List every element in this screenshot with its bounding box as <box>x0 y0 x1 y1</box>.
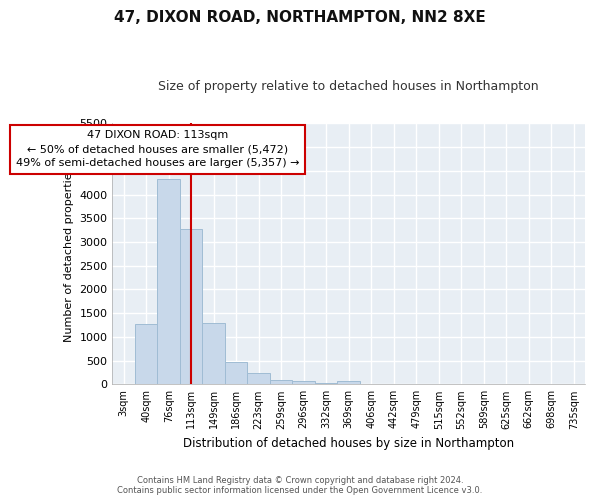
Bar <box>225 362 247 384</box>
Bar <box>247 374 270 384</box>
Bar <box>157 179 180 384</box>
Title: Size of property relative to detached houses in Northampton: Size of property relative to detached ho… <box>158 80 539 93</box>
Bar <box>135 324 157 384</box>
Bar <box>180 229 202 384</box>
Text: 47, DIXON ROAD, NORTHAMPTON, NN2 8XE: 47, DIXON ROAD, NORTHAMPTON, NN2 8XE <box>114 10 486 25</box>
Text: 47 DIXON ROAD: 113sqm
← 50% of detached houses are smaller (5,472)
49% of semi-d: 47 DIXON ROAD: 113sqm ← 50% of detached … <box>16 130 299 168</box>
Bar <box>270 380 292 384</box>
Bar <box>315 383 337 384</box>
Bar <box>202 323 225 384</box>
X-axis label: Distribution of detached houses by size in Northampton: Distribution of detached houses by size … <box>183 437 514 450</box>
Bar <box>292 382 315 384</box>
Text: Contains HM Land Registry data © Crown copyright and database right 2024.
Contai: Contains HM Land Registry data © Crown c… <box>118 476 482 495</box>
Y-axis label: Number of detached properties: Number of detached properties <box>64 166 74 342</box>
Bar <box>337 382 360 384</box>
